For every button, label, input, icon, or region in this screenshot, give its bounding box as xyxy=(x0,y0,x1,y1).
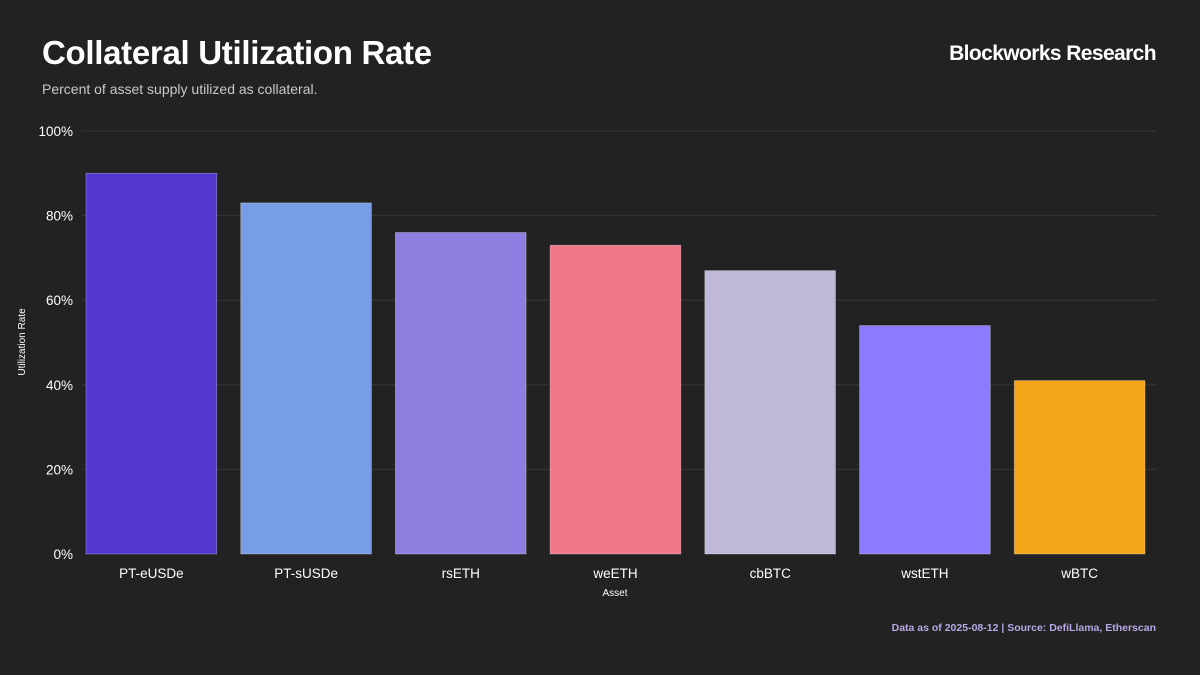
x-tick-label: cbBTC xyxy=(750,566,792,581)
y-tick-label: 100% xyxy=(38,124,73,139)
bar-wbtc xyxy=(1013,380,1146,555)
x-axis-ticks: PT-eUSDe PT-sUSDe rsETH weETH cbBTC wstETH wBT… xyxy=(119,566,1098,581)
y-axis-ticks: 0% 20% 40% 60% 80% 100% xyxy=(38,124,73,562)
chart-subtitle: Percent of asset supply utilized as coll… xyxy=(42,81,318,97)
bar-rseth xyxy=(394,232,527,555)
bar-cbbtc xyxy=(704,270,836,555)
x-tick-label: PT-eUSDe xyxy=(119,566,184,581)
x-tick-label: rsETH xyxy=(442,566,480,581)
bar-weeth xyxy=(549,244,682,555)
y-tick-label: 20% xyxy=(46,462,73,477)
source-note: Data as of 2025-08-12 | Source: DefiLlam… xyxy=(891,622,1156,634)
y-tick-label: 80% xyxy=(46,209,73,224)
brand-logo-text: Blockworks Research xyxy=(949,42,1156,65)
x-tick-label: wBTC xyxy=(1060,566,1098,581)
bar-pt-eusde xyxy=(85,172,218,555)
y-tick-label: 0% xyxy=(53,547,73,562)
x-tick-label: PT-sUSDe xyxy=(274,566,338,581)
bars xyxy=(85,172,1146,555)
y-tick-label: 60% xyxy=(46,293,73,308)
chart-title: Collateral Utilization Rate xyxy=(42,34,432,71)
x-tick-label: weETH xyxy=(592,566,637,581)
x-tick-label: wstETH xyxy=(900,566,948,581)
x-axis-title: Asset xyxy=(602,588,627,599)
bar-wsteth xyxy=(859,325,991,555)
y-tick-label: 40% xyxy=(46,378,73,393)
bar-pt-susde xyxy=(240,202,372,555)
y-axis-title: Utilization Rate xyxy=(17,308,28,376)
